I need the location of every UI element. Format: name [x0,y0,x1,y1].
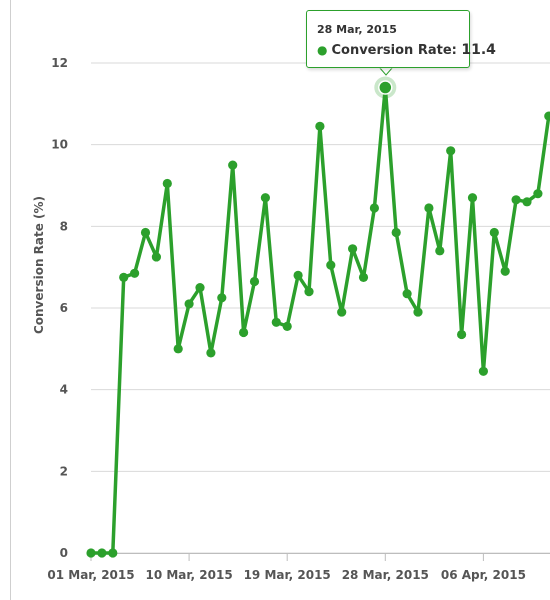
x-tick-label: 01 Mar, 2015 [47,568,134,582]
y-axis-title: Conversion Rate (%) [32,196,46,334]
y-tick-labels: 0 2 4 6 8 10 12 [51,56,68,560]
series-dot-icon: ● [317,43,328,57]
data-point[interactable] [119,272,129,282]
data-point[interactable] [162,178,172,189]
data-point[interactable] [391,227,401,238]
data-point[interactable] [337,307,347,317]
series-conversion-rate [86,76,550,558]
data-point[interactable] [500,266,510,276]
data-point[interactable] [435,246,445,256]
data-point[interactable] [282,321,292,331]
data-point[interactable] [173,344,183,354]
data-point[interactable] [369,203,379,213]
data-point[interactable] [358,272,369,282]
data-point[interactable] [97,548,107,558]
data-point[interactable] [348,244,358,254]
data-point[interactable] [478,366,488,376]
data-point[interactable] [511,195,521,205]
data-point[interactable] [457,329,467,340]
data-point[interactable] [140,227,151,238]
tooltip-series-label: Conversion Rate: [331,43,457,58]
y-tick-label: 8 [60,219,68,233]
x-tick-label: 19 Mar, 2015 [244,568,331,582]
x-tick-labels: 01 Mar, 2015 10 Mar, 2015 19 Mar, 2015 28 M… [47,553,526,582]
data-point[interactable] [86,548,96,558]
y-tick-label: 12 [51,56,68,70]
data-point[interactable] [326,260,336,270]
data-point[interactable] [293,270,303,280]
data-point[interactable] [151,252,161,262]
data-point[interactable] [206,348,216,358]
data-point[interactable] [467,193,478,203]
x-tick-label: 28 Mar, 2015 [342,568,429,582]
data-point[interactable] [184,299,194,309]
data-point[interactable] [402,289,412,299]
series-line [89,85,550,555]
data-point[interactable] [424,203,434,213]
data-point[interactable] [130,268,140,278]
data-point[interactable] [413,307,423,317]
data-point[interactable] [304,287,314,297]
data-point[interactable] [271,317,281,327]
data-point[interactable] [249,276,260,287]
data-point[interactable] [260,193,270,203]
data-point[interactable] [239,327,249,338]
data-point-highlighted[interactable] [378,80,393,95]
y-tick-label: 2 [60,464,68,478]
tooltip-date: 28 Mar, 2015 [317,23,397,36]
tooltip-series-row: ● Conversion Rate: 11.4 [317,42,496,58]
data-tooltip: 28 Mar, 2015 ● Conversion Rate: 11.4 [306,10,496,68]
tooltip-value: 11.4 [461,42,496,58]
data-point[interactable] [489,227,499,238]
data-point[interactable] [544,111,550,121]
x-tick-label: 06 Apr, 2015 [441,568,526,582]
tooltip-pointer [379,67,393,76]
left-edge-rule [10,0,11,600]
y-tick-label: 6 [60,301,68,315]
data-point[interactable] [108,548,118,558]
x-tick-label: 10 Mar, 2015 [145,568,232,582]
data-point[interactable] [522,197,532,207]
data-point[interactable] [228,160,238,170]
data-point[interactable] [446,146,456,156]
data-point[interactable] [533,189,543,199]
data-point[interactable] [217,293,227,303]
y-tick-label: 0 [60,546,68,560]
y-tick-label: 10 [51,138,68,152]
y-tick-label: 4 [60,383,68,397]
data-point[interactable] [315,121,325,131]
data-point[interactable] [195,282,205,293]
